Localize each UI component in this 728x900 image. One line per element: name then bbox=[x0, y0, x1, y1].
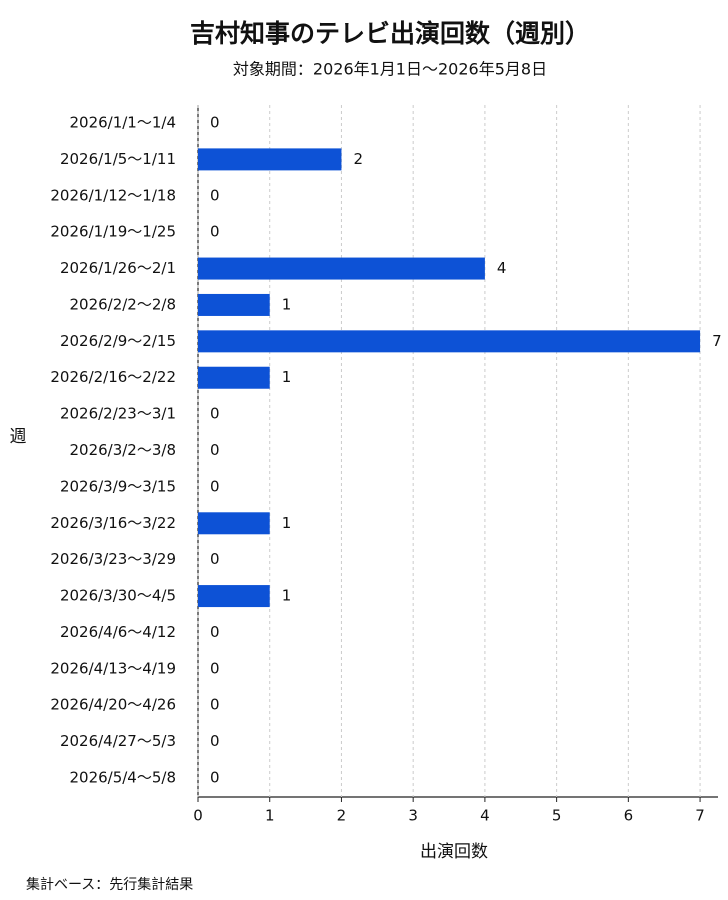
value-label: 0 bbox=[210, 659, 220, 677]
x-tick-label: 4 bbox=[480, 807, 490, 825]
y-tick-label: 2026/1/5〜1/11 bbox=[60, 150, 176, 168]
x-axis-label: 出演回数 bbox=[420, 842, 488, 862]
value-label: 0 bbox=[210, 114, 220, 132]
y-tick-label: 2026/1/26〜2/1 bbox=[60, 259, 176, 277]
x-tick-label: 0 bbox=[193, 807, 203, 825]
y-tick-label: 2026/3/16〜3/22 bbox=[50, 514, 176, 532]
y-tick-label: 2026/4/6〜4/12 bbox=[60, 623, 176, 641]
value-label: 0 bbox=[210, 623, 220, 641]
bar bbox=[198, 148, 342, 171]
y-tick-label: 2026/4/13〜4/19 bbox=[50, 659, 176, 677]
value-label: 0 bbox=[210, 732, 220, 750]
value-label: 7 bbox=[712, 332, 722, 350]
value-label: 0 bbox=[210, 550, 220, 568]
value-label: 0 bbox=[210, 186, 220, 204]
y-tick-label: 2026/1/1〜1/4 bbox=[69, 114, 176, 132]
y-tick-label: 2026/2/9〜2/15 bbox=[60, 332, 176, 350]
y-tick-label: 2026/2/23〜3/1 bbox=[60, 405, 176, 423]
y-tick-label: 2026/2/2〜2/8 bbox=[69, 295, 176, 313]
value-label: 0 bbox=[210, 477, 220, 495]
bar bbox=[198, 366, 270, 389]
value-label: 1 bbox=[282, 295, 292, 313]
chart-subtitle: 対象期間：2026年1月1日〜2026年5月8日 bbox=[233, 60, 547, 79]
x-tick-label: 7 bbox=[695, 807, 705, 825]
x-tick-label: 1 bbox=[265, 807, 275, 825]
value-label: 1 bbox=[282, 368, 292, 386]
value-label: 1 bbox=[282, 514, 292, 532]
x-tick-label: 5 bbox=[552, 807, 562, 825]
value-label: 0 bbox=[210, 405, 220, 423]
bar bbox=[198, 293, 270, 316]
y-tick-label: 2026/4/27〜5/3 bbox=[60, 732, 176, 750]
footnote: 集計ベース：先行集計結果 bbox=[26, 876, 193, 893]
y-tick-label: 2026/4/20〜4/26 bbox=[50, 696, 176, 714]
value-label: 0 bbox=[210, 769, 220, 787]
bar bbox=[198, 330, 701, 353]
value-label: 4 bbox=[497, 259, 507, 277]
y-tick-label: 2026/3/23〜3/29 bbox=[50, 550, 176, 568]
x-tick-label: 2 bbox=[337, 807, 347, 825]
value-label: 0 bbox=[210, 441, 220, 459]
value-label: 0 bbox=[210, 223, 220, 241]
x-tick-label: 6 bbox=[624, 807, 634, 825]
y-tick-label: 2026/1/12〜1/18 bbox=[50, 186, 176, 204]
bar bbox=[198, 585, 270, 608]
bar bbox=[198, 512, 270, 535]
bar bbox=[198, 257, 485, 280]
x-tick-label: 3 bbox=[408, 807, 418, 825]
value-label: 1 bbox=[282, 587, 292, 605]
y-tick-label: 2026/5/4〜5/8 bbox=[69, 769, 176, 787]
y-tick-label: 2026/3/2〜3/8 bbox=[69, 441, 176, 459]
value-label: 0 bbox=[210, 696, 220, 714]
y-tick-label: 2026/3/30〜4/5 bbox=[60, 587, 176, 605]
value-label: 2 bbox=[353, 150, 363, 168]
chart-title: 吉村知事のテレビ出演回数（週別） bbox=[190, 19, 590, 48]
y-axis-label: 週 bbox=[10, 427, 27, 447]
y-tick-label: 2026/1/19〜1/25 bbox=[50, 223, 176, 241]
y-tick-label: 2026/3/9〜3/15 bbox=[60, 477, 176, 495]
y-tick-label: 2026/2/16〜2/22 bbox=[50, 368, 176, 386]
